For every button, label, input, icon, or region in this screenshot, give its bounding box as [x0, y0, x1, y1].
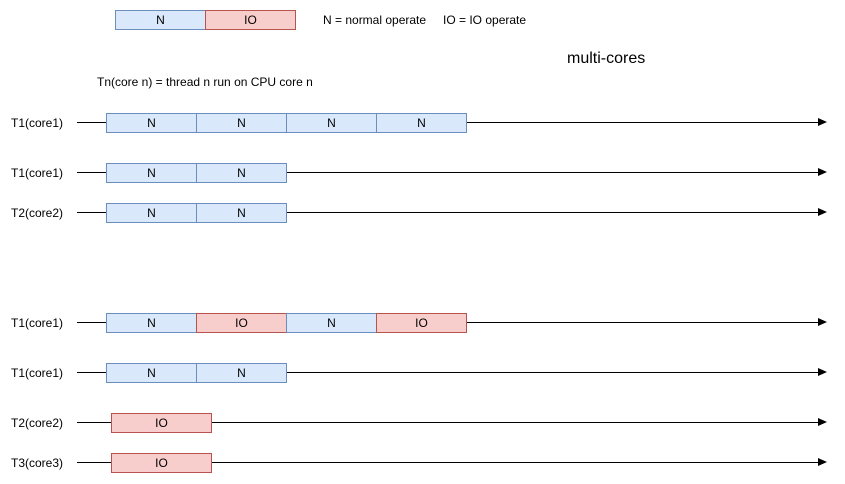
timeline-line	[77, 422, 819, 423]
arrow-head	[818, 208, 827, 216]
operation-block: IO	[111, 453, 212, 473]
row-label: T2(core2)	[11, 416, 64, 430]
legend-io-text: IO = IO operate	[443, 13, 527, 27]
diagram-title: multi-cores	[567, 50, 646, 67]
arrow-head	[818, 118, 827, 126]
operation-block: N	[376, 113, 467, 133]
row-label: T1(core1)	[11, 116, 64, 130]
row-label: T1(core1)	[11, 366, 64, 380]
row-label: T3(core3)	[11, 456, 64, 470]
operation-block: N	[196, 363, 287, 383]
legend-io-box: IO	[205, 10, 296, 30]
operation-block: IO	[111, 413, 212, 433]
notation-note: Tn(core n) = thread n run on CPU core n	[97, 75, 313, 89]
arrow-head	[818, 168, 827, 176]
legend-n-text: N = normal operate	[323, 13, 427, 27]
operation-block: IO	[196, 313, 287, 333]
operation-block: N	[106, 313, 197, 333]
operation-block: N	[106, 163, 197, 183]
operation-block: N	[196, 203, 287, 223]
timeline-line	[77, 212, 819, 213]
operation-block: N	[106, 113, 197, 133]
timeline-line	[77, 172, 819, 173]
operation-block: N	[196, 163, 287, 183]
row-label: T2(core2)	[11, 206, 64, 220]
operation-block: IO	[376, 313, 467, 333]
operation-block: N	[286, 113, 377, 133]
arrow-head	[818, 318, 827, 326]
arrow-head	[818, 458, 827, 466]
timeline-line	[77, 372, 819, 373]
operation-block: N	[106, 363, 197, 383]
operation-block: N	[286, 313, 377, 333]
row-label: T1(core1)	[11, 316, 64, 330]
arrow-head	[818, 418, 827, 426]
row-label: T1(core1)	[11, 166, 64, 180]
legend-n-box: N	[115, 10, 206, 30]
arrow-head	[818, 368, 827, 376]
operation-block: N	[196, 113, 287, 133]
operation-block: N	[106, 203, 197, 223]
timeline-line	[77, 462, 819, 463]
